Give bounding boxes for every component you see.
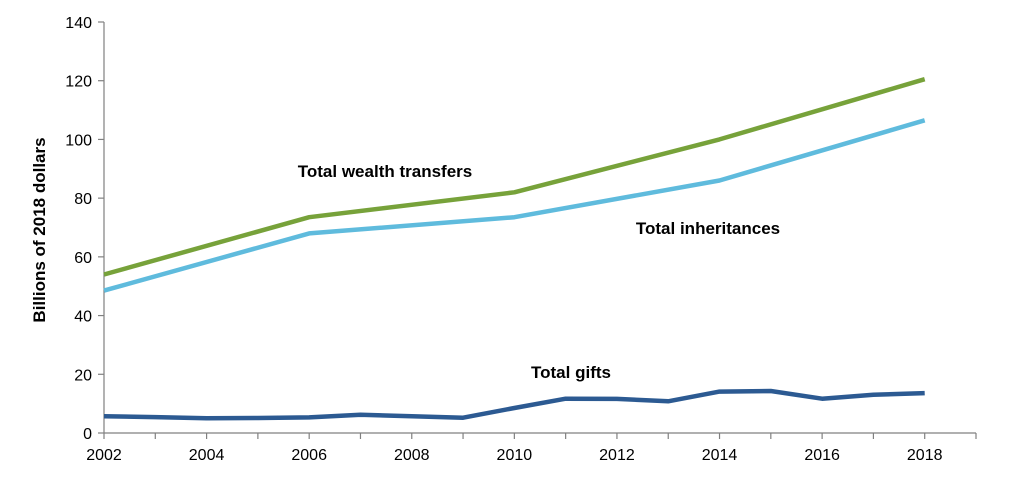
y-tick-label: 0 xyxy=(83,426,92,443)
y-tick-label: 40 xyxy=(74,309,92,326)
y-axis-ticks: 0 20 40 60 80 100 120 140 xyxy=(65,15,104,443)
axes xyxy=(103,22,976,434)
y-tick-label: 100 xyxy=(65,132,92,149)
series-labels: Total wealth transfers Total inheritances… xyxy=(298,162,780,382)
series-lines xyxy=(103,77,926,421)
series-label-total-inheritances: Total inheritances xyxy=(636,219,780,238)
series-label-total-wealth-transfers: Total wealth transfers xyxy=(298,162,472,181)
y-tick-label: 140 xyxy=(65,15,92,32)
x-tick-label: 2014 xyxy=(702,447,738,464)
y-tick-label: 60 xyxy=(74,250,92,267)
x-tick-label: 2012 xyxy=(599,447,635,464)
y-tick-label: 80 xyxy=(74,191,92,208)
x-tick-label: 2002 xyxy=(86,447,122,464)
x-tick-label: 2010 xyxy=(497,447,533,464)
series-line-total-inheritances xyxy=(103,118,926,293)
x-tick-label: 2016 xyxy=(804,447,840,464)
x-tick-label: 2008 xyxy=(394,447,430,464)
x-axis-ticks: 2002 2004 2006 2008 2010 2012 2014 2016 2018 xyxy=(86,433,977,464)
y-tick-label: 20 xyxy=(74,367,92,384)
x-tick-label: 2004 xyxy=(189,447,225,464)
series-label-total-gifts: Total gifts xyxy=(531,363,611,382)
y-axis-title: Billions of 2018 dollars xyxy=(30,137,49,322)
series-line-total-gifts xyxy=(103,388,925,421)
series-line-total-wealth-transfers xyxy=(103,77,926,277)
y-tick-label: 120 xyxy=(65,74,92,91)
x-tick-label: 2018 xyxy=(907,447,943,464)
x-tick-label: 2006 xyxy=(291,447,327,464)
